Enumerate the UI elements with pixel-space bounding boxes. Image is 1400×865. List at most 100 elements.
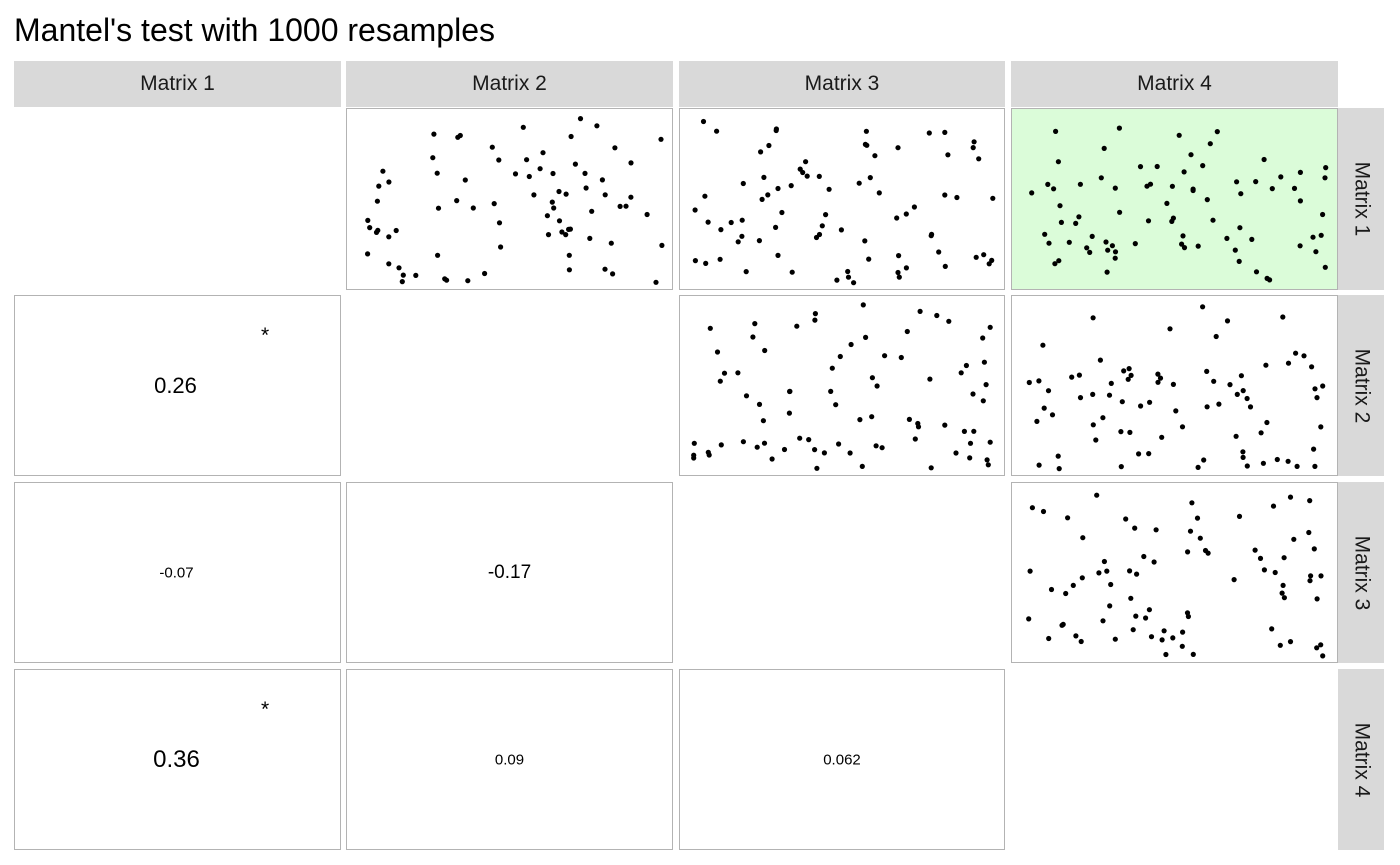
- scatter-point: [1073, 220, 1079, 226]
- scatter-point: [752, 321, 758, 327]
- scatter-point: [714, 128, 720, 134]
- scatter-point: [1236, 513, 1243, 519]
- scatter-point: [1189, 500, 1195, 506]
- scatter-point: [1263, 362, 1269, 368]
- scatter-point: [1190, 651, 1196, 657]
- col-strip-matrix-3: Matrix 3: [679, 61, 1005, 107]
- scatter-point: [567, 226, 573, 232]
- scatter-point: [1285, 360, 1292, 366]
- corr-value: 0.062: [823, 751, 861, 768]
- scatter-point: [788, 183, 794, 189]
- scatter-point: [1249, 236, 1255, 242]
- scatter-point: [1312, 463, 1318, 469]
- scatter-point: [847, 450, 853, 456]
- scatter-point: [563, 232, 569, 238]
- scatter-point: [1049, 412, 1056, 418]
- scatter-point: [989, 257, 995, 263]
- scatter-point: [399, 279, 405, 285]
- scatter-point: [367, 225, 373, 231]
- col-strip-matrix-1: Matrix 1: [14, 61, 341, 107]
- scatter-point: [816, 173, 822, 179]
- scatter-point: [1184, 610, 1191, 616]
- scatter-point: [1058, 219, 1064, 225]
- corr-panel-4-3: 0.062: [679, 669, 1005, 850]
- scatter-point: [895, 145, 901, 151]
- scatter-point: [773, 224, 779, 230]
- scatter-point: [1179, 643, 1185, 649]
- scatter-plot: [1026, 492, 1326, 659]
- scatter-point: [526, 173, 532, 180]
- scatter-point: [740, 180, 746, 187]
- scatter-point: [1278, 174, 1284, 180]
- scatter-point: [1322, 175, 1328, 181]
- scatter-point: [765, 192, 771, 198]
- scatter-point: [454, 198, 460, 204]
- scatter-point: [848, 341, 854, 348]
- scatter-point: [386, 261, 392, 267]
- scatter-point: [1138, 403, 1144, 409]
- scatter-point: [1101, 558, 1107, 565]
- scatter-point: [1197, 535, 1203, 541]
- scatter-point: [803, 159, 809, 165]
- scatter-point: [1244, 463, 1250, 469]
- scatter-point: [845, 274, 852, 280]
- scatter-point: [1118, 429, 1124, 435]
- scatter-point: [823, 212, 829, 218]
- scatter-point: [1320, 653, 1326, 659]
- scatter-point: [594, 123, 600, 129]
- scatter-point: [1127, 429, 1133, 435]
- scatter-point: [1309, 364, 1315, 370]
- scatter-point: [623, 203, 629, 209]
- scatter-point: [1065, 515, 1071, 521]
- scatter-point: [1216, 401, 1222, 407]
- scatter-point: [1301, 353, 1307, 359]
- scatter-point: [1170, 381, 1176, 387]
- scatter-point: [691, 440, 697, 446]
- scatter-point: [1185, 549, 1191, 555]
- scatter-point: [739, 233, 745, 239]
- corr-panel-4-1: 0.36 *: [14, 669, 341, 850]
- row-strip-matrix-2: Matrix 2: [1338, 295, 1384, 476]
- scatter-point: [1108, 380, 1114, 386]
- scatter-point: [556, 188, 562, 195]
- scatter-point: [1094, 492, 1100, 498]
- scatter-point: [612, 145, 618, 151]
- scatter-point: [544, 213, 550, 219]
- scatter-point: [1112, 249, 1119, 255]
- scatter-point: [1104, 269, 1110, 275]
- scatter-point: [1318, 232, 1324, 238]
- scatter-point: [1169, 183, 1175, 189]
- scatter-point: [431, 131, 437, 137]
- scatter-point: [1180, 233, 1186, 239]
- scatter-point: [1264, 419, 1270, 426]
- scatter-point: [1057, 203, 1063, 209]
- scatter-point: [1261, 156, 1267, 163]
- scatter-point: [873, 443, 879, 449]
- scatter-point: [1214, 129, 1220, 135]
- scatter-point: [1051, 186, 1057, 192]
- scatter-point: [599, 177, 605, 183]
- scatter-point: [413, 272, 419, 278]
- scatter-point: [1307, 498, 1313, 504]
- scatter-point: [866, 256, 872, 262]
- scatter-point: [1204, 197, 1210, 203]
- scatter-point: [1257, 555, 1264, 561]
- scatter-point: [1157, 375, 1164, 381]
- scatter-point: [1100, 415, 1106, 421]
- scatter-point: [1287, 639, 1294, 645]
- scatter-point: [1224, 235, 1230, 241]
- scatter-panel-1-3: [679, 108, 1005, 290]
- scatter-point: [1145, 218, 1152, 224]
- scatter-point: [1104, 568, 1110, 574]
- scatter-point: [857, 417, 863, 423]
- scatter-point: [761, 174, 767, 180]
- scatter-point: [1187, 528, 1194, 534]
- scatter-point: [1318, 573, 1324, 579]
- scatter-point: [735, 370, 741, 376]
- scatter-plot: [691, 302, 993, 471]
- scatter-point: [444, 277, 450, 283]
- scatter-point: [1147, 399, 1153, 405]
- scatter-point: [1080, 535, 1086, 541]
- scatter-point: [936, 249, 942, 255]
- scatter-point: [739, 217, 745, 223]
